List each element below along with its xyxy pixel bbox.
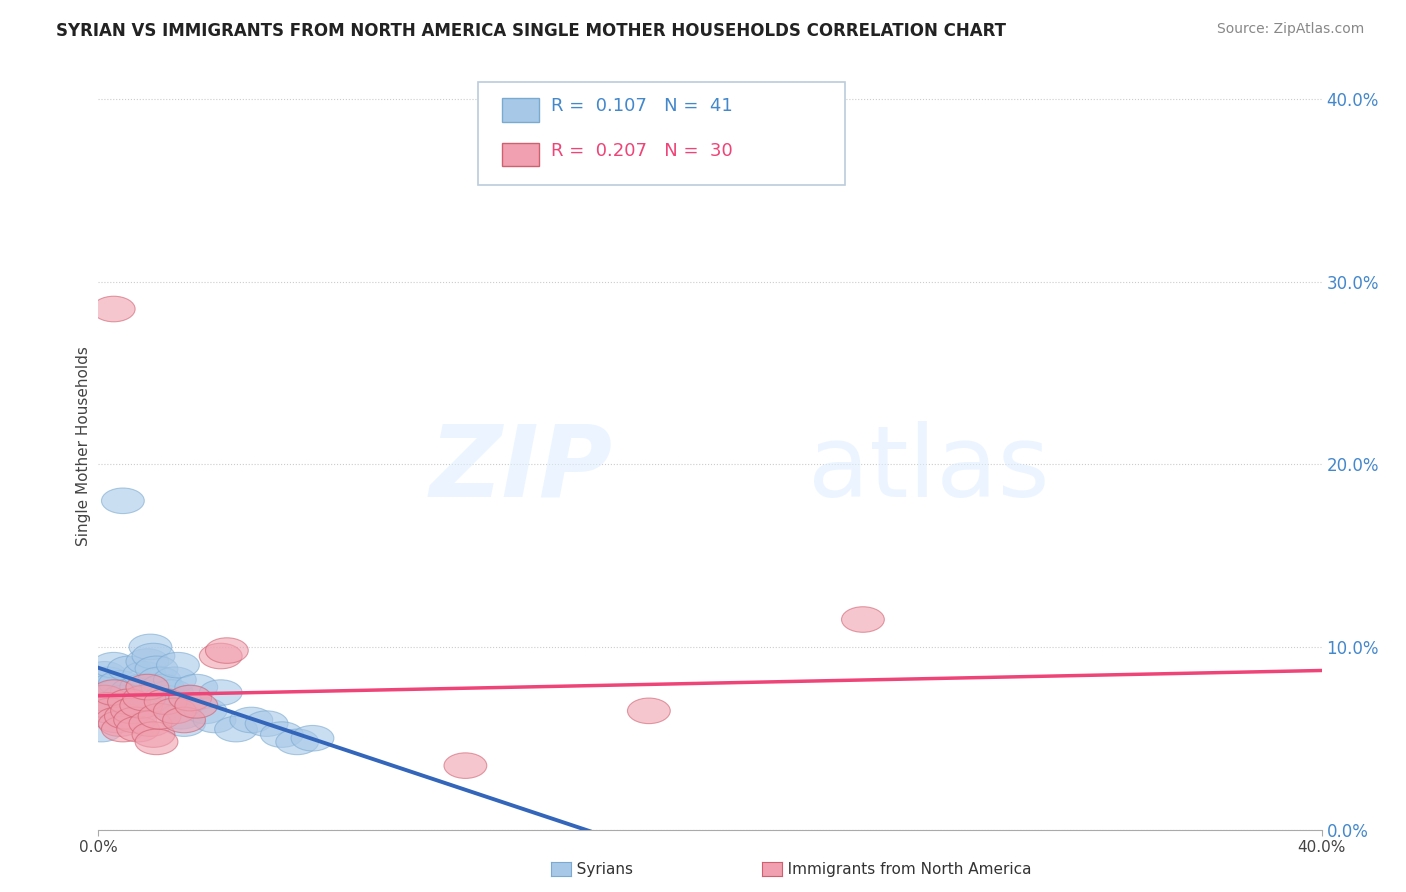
Ellipse shape (127, 648, 169, 674)
Ellipse shape (160, 704, 202, 729)
Ellipse shape (127, 674, 169, 700)
Text: Immigrants from North America: Immigrants from North America (773, 863, 1032, 877)
Ellipse shape (89, 698, 132, 723)
Ellipse shape (93, 680, 135, 706)
Ellipse shape (129, 634, 172, 660)
Ellipse shape (245, 711, 288, 737)
Text: R =  0.107   N =  41: R = 0.107 N = 41 (551, 97, 733, 115)
Ellipse shape (163, 711, 205, 737)
Ellipse shape (80, 716, 122, 742)
Ellipse shape (104, 692, 148, 718)
Ellipse shape (101, 716, 145, 742)
Y-axis label: Single Mother Households: Single Mother Households (76, 346, 91, 546)
Ellipse shape (111, 678, 153, 704)
Ellipse shape (444, 753, 486, 779)
Ellipse shape (114, 689, 156, 714)
Ellipse shape (96, 680, 138, 706)
Ellipse shape (150, 680, 193, 706)
Ellipse shape (135, 729, 179, 755)
Ellipse shape (89, 674, 132, 700)
Ellipse shape (108, 689, 150, 714)
Ellipse shape (132, 722, 174, 747)
Ellipse shape (108, 656, 150, 681)
Ellipse shape (184, 698, 226, 723)
Ellipse shape (122, 662, 166, 687)
Ellipse shape (101, 488, 145, 514)
Text: Syrians: Syrians (562, 863, 633, 877)
FancyBboxPatch shape (478, 81, 845, 186)
Ellipse shape (174, 674, 218, 700)
Ellipse shape (138, 704, 181, 729)
Ellipse shape (93, 296, 135, 322)
Ellipse shape (117, 698, 160, 723)
Ellipse shape (122, 685, 166, 711)
Ellipse shape (114, 707, 156, 732)
Ellipse shape (117, 716, 160, 742)
Ellipse shape (291, 725, 333, 751)
Ellipse shape (86, 692, 129, 718)
Text: Source: ZipAtlas.com: Source: ZipAtlas.com (1216, 22, 1364, 37)
Ellipse shape (98, 711, 141, 737)
Ellipse shape (93, 652, 135, 678)
Ellipse shape (135, 656, 179, 681)
Ellipse shape (174, 692, 218, 718)
Ellipse shape (145, 689, 187, 714)
Ellipse shape (205, 638, 249, 664)
Text: R =  0.207   N =  30: R = 0.207 N = 30 (551, 142, 733, 160)
Ellipse shape (260, 722, 304, 747)
Ellipse shape (96, 707, 138, 732)
Ellipse shape (111, 698, 153, 723)
Ellipse shape (156, 652, 200, 678)
Ellipse shape (215, 716, 257, 742)
FancyBboxPatch shape (502, 98, 538, 121)
Ellipse shape (276, 729, 319, 755)
Ellipse shape (627, 698, 671, 723)
Ellipse shape (153, 667, 197, 692)
Ellipse shape (193, 707, 236, 732)
Ellipse shape (148, 692, 190, 718)
Ellipse shape (83, 685, 127, 711)
Ellipse shape (132, 643, 174, 669)
Ellipse shape (86, 692, 129, 718)
Ellipse shape (231, 707, 273, 732)
Ellipse shape (104, 704, 148, 729)
Ellipse shape (86, 667, 129, 692)
Ellipse shape (200, 680, 242, 706)
Ellipse shape (83, 662, 127, 687)
Ellipse shape (200, 643, 242, 669)
Ellipse shape (842, 607, 884, 632)
Ellipse shape (153, 698, 197, 723)
Ellipse shape (163, 707, 205, 732)
Ellipse shape (169, 685, 211, 711)
Text: SYRIAN VS IMMIGRANTS FROM NORTH AMERICA SINGLE MOTHER HOUSEHOLDS CORRELATION CHA: SYRIAN VS IMMIGRANTS FROM NORTH AMERICA … (56, 22, 1007, 40)
Ellipse shape (120, 674, 163, 700)
Text: ZIP: ZIP (429, 420, 612, 517)
Ellipse shape (101, 685, 145, 711)
Ellipse shape (138, 667, 181, 692)
Ellipse shape (169, 685, 211, 711)
Ellipse shape (141, 674, 184, 700)
Ellipse shape (145, 685, 187, 711)
Ellipse shape (120, 692, 163, 718)
FancyBboxPatch shape (502, 143, 538, 166)
Text: atlas: atlas (808, 420, 1049, 517)
Ellipse shape (129, 711, 172, 737)
Ellipse shape (98, 671, 141, 697)
